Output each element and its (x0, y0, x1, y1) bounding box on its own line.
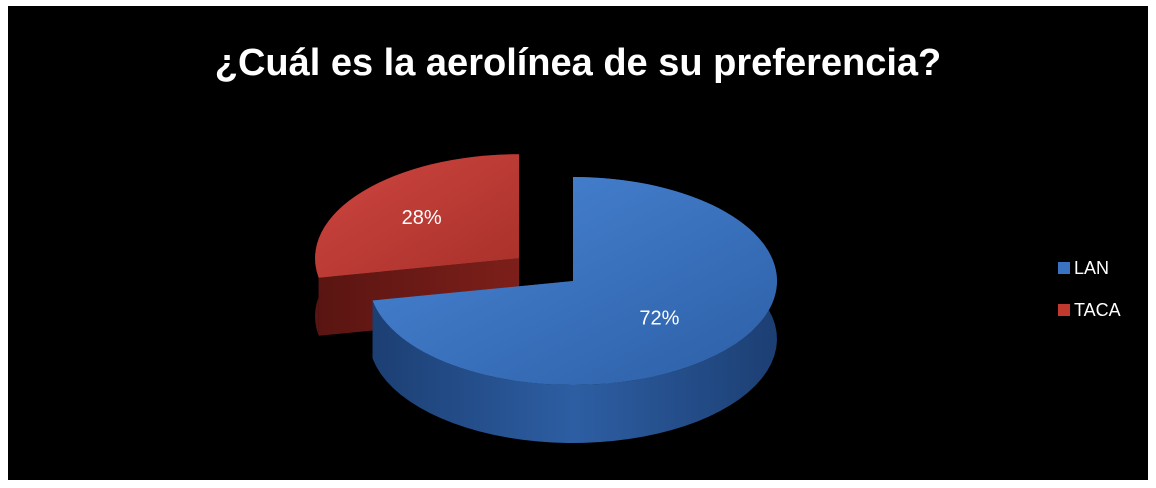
legend-item-taca: TACA (1058, 300, 1121, 320)
chart-title: ¿Cuál es la aerolínea de su preferencia? (214, 42, 942, 84)
legend-item-lan: LAN (1058, 258, 1121, 278)
legend-swatch-taca (1058, 304, 1070, 316)
legend-label-taca: TACA (1074, 299, 1121, 320)
data-label-lan: 72% (639, 307, 679, 329)
pie-slice-lan: 72% (372, 177, 777, 443)
pie-chart: 28% 72% (315, 154, 777, 443)
data-label-taca: 28% (402, 207, 442, 229)
legend-swatch-lan (1058, 262, 1070, 274)
legend-label-lan: LAN (1074, 257, 1110, 278)
legend: LAN TACA (1058, 258, 1121, 342)
chart-area: ¿Cuál es la aerolínea de su preferencia?… (8, 6, 1148, 480)
